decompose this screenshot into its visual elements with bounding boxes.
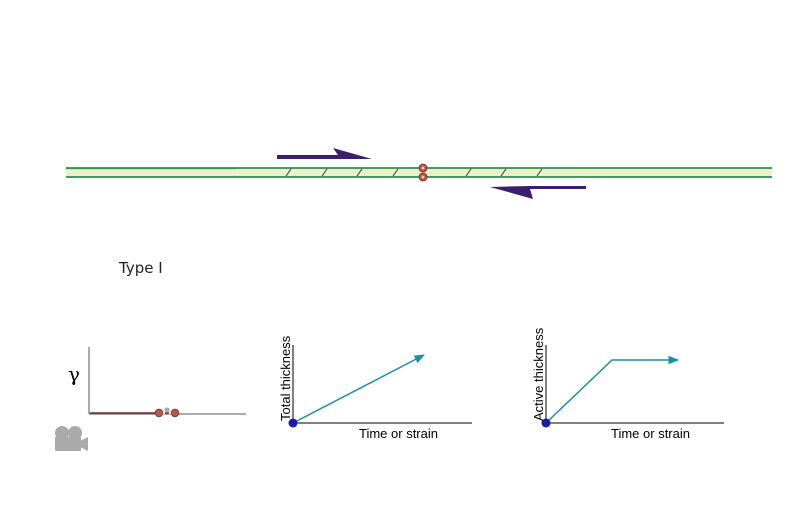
foliation-tick: [500, 168, 507, 177]
total-thickness-curve: [292, 354, 425, 424]
total-thickness-graph: Time or strain Total thickness: [278, 335, 472, 441]
strain-marker: [418, 163, 428, 182]
movie-camera-icon[interactable]: [55, 426, 88, 451]
foliation-tick: [321, 168, 328, 177]
foliation-tick: [465, 168, 472, 177]
active-thickness-origin-dot: [541, 418, 551, 428]
gamma-plot: γ: [55, 347, 246, 451]
total-thickness-origin-dot: [288, 418, 298, 428]
active-thickness-graph: Time or strain Active thickness: [531, 327, 724, 441]
active-thickness-y-label: Active thickness: [531, 327, 546, 421]
bottom-shear-arrow: [490, 186, 586, 199]
total-thickness-y-label: Total thickness: [278, 335, 293, 421]
diagram-title: Type I: [118, 259, 163, 277]
shear-zone: [66, 163, 772, 182]
foliation-tick: [392, 168, 399, 177]
shear-zone-band: [66, 168, 772, 177]
top-shear-arrow: [277, 148, 372, 159]
foliation-tick: [356, 168, 363, 177]
total-thickness-x-label: Time or strain: [359, 426, 438, 441]
foliation-tick: [536, 168, 543, 177]
gamma-plot-marker: [154, 407, 180, 418]
foliation-ticks: [285, 168, 543, 177]
active-thickness-x-label: Time or strain: [611, 426, 690, 441]
gamma-plot-y-label: γ: [68, 362, 80, 386]
foliation-tick: [285, 168, 292, 177]
active-thickness-curve: [545, 355, 680, 424]
